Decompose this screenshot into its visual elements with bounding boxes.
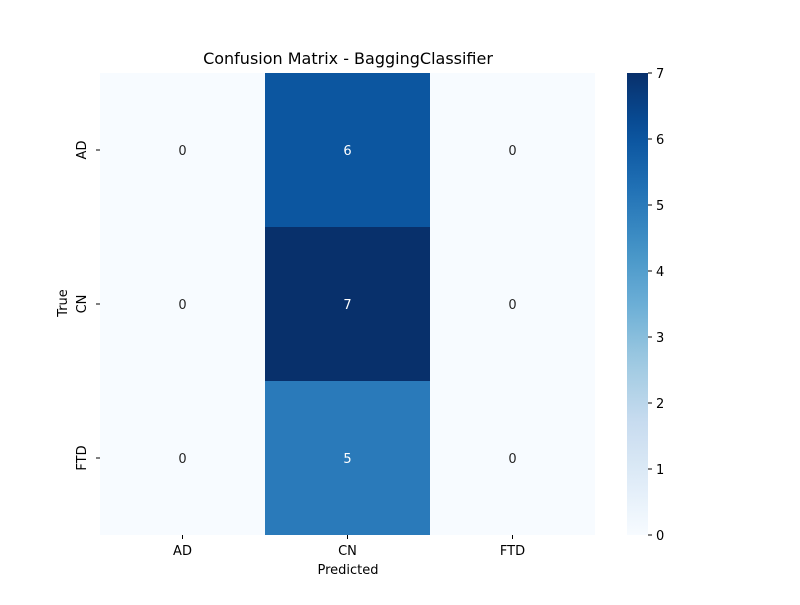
- heatmap-cell: [100, 381, 265, 535]
- colorbar-ticks: 0 1 2 3 4 5 6 7: [648, 67, 664, 544]
- heatmap-cell-value: 0: [508, 452, 516, 467]
- x-tick-label: AD: [173, 544, 192, 559]
- heatmap-cells: [100, 73, 595, 535]
- heatmap-cell-value: 0: [508, 298, 516, 313]
- colorbar-tick-label: 6: [656, 133, 664, 148]
- heatmap-cell-value: 6: [343, 144, 351, 159]
- colorbar-tick-label: 1: [656, 463, 664, 478]
- heatmap-cell: [265, 227, 430, 381]
- y-axis-label: True: [56, 289, 71, 318]
- y-tick-label: CN: [75, 295, 90, 314]
- heatmap-cell-value: 7: [343, 298, 351, 313]
- heatmap-cell-value: 0: [508, 144, 516, 159]
- heatmap-cell-value: 5: [343, 452, 351, 467]
- colorbar: [627, 73, 648, 535]
- heatmap-cell-value: 0: [178, 144, 186, 159]
- heatmap-cell: [265, 381, 430, 535]
- x-axis-label: Predicted: [317, 563, 378, 578]
- y-axis-ticks: AD CN FTD: [75, 141, 100, 471]
- colorbar-tick-label: 4: [656, 265, 664, 280]
- heatmap-cell: [265, 73, 430, 227]
- colorbar-tick-label: 0: [656, 529, 664, 544]
- heatmap-cell-value: 0: [178, 452, 186, 467]
- heatmap-cell: [430, 73, 595, 227]
- heatmap-cell-value: 0: [178, 298, 186, 313]
- heatmap-cell: [100, 227, 265, 381]
- y-tick-label: AD: [75, 141, 90, 160]
- heatmap-cell: [100, 73, 265, 227]
- colorbar-tick-label: 7: [656, 67, 664, 82]
- x-axis-ticks: AD CN FTD: [173, 535, 525, 559]
- x-tick-label: CN: [338, 544, 357, 559]
- heatmap-cell: [430, 227, 595, 381]
- y-tick-label: FTD: [75, 445, 90, 470]
- colorbar-tick-label: 5: [656, 199, 664, 214]
- colorbar-tick-label: 2: [656, 397, 664, 412]
- heatmap-cell: [430, 381, 595, 535]
- colorbar-tick-label: 3: [656, 331, 664, 346]
- heatmap-cell-labels: 0 6 0 0 7 0 0 5 0: [178, 144, 516, 467]
- chart-title: Confusion Matrix - BaggingClassifier: [203, 49, 493, 68]
- x-tick-label: FTD: [500, 544, 525, 559]
